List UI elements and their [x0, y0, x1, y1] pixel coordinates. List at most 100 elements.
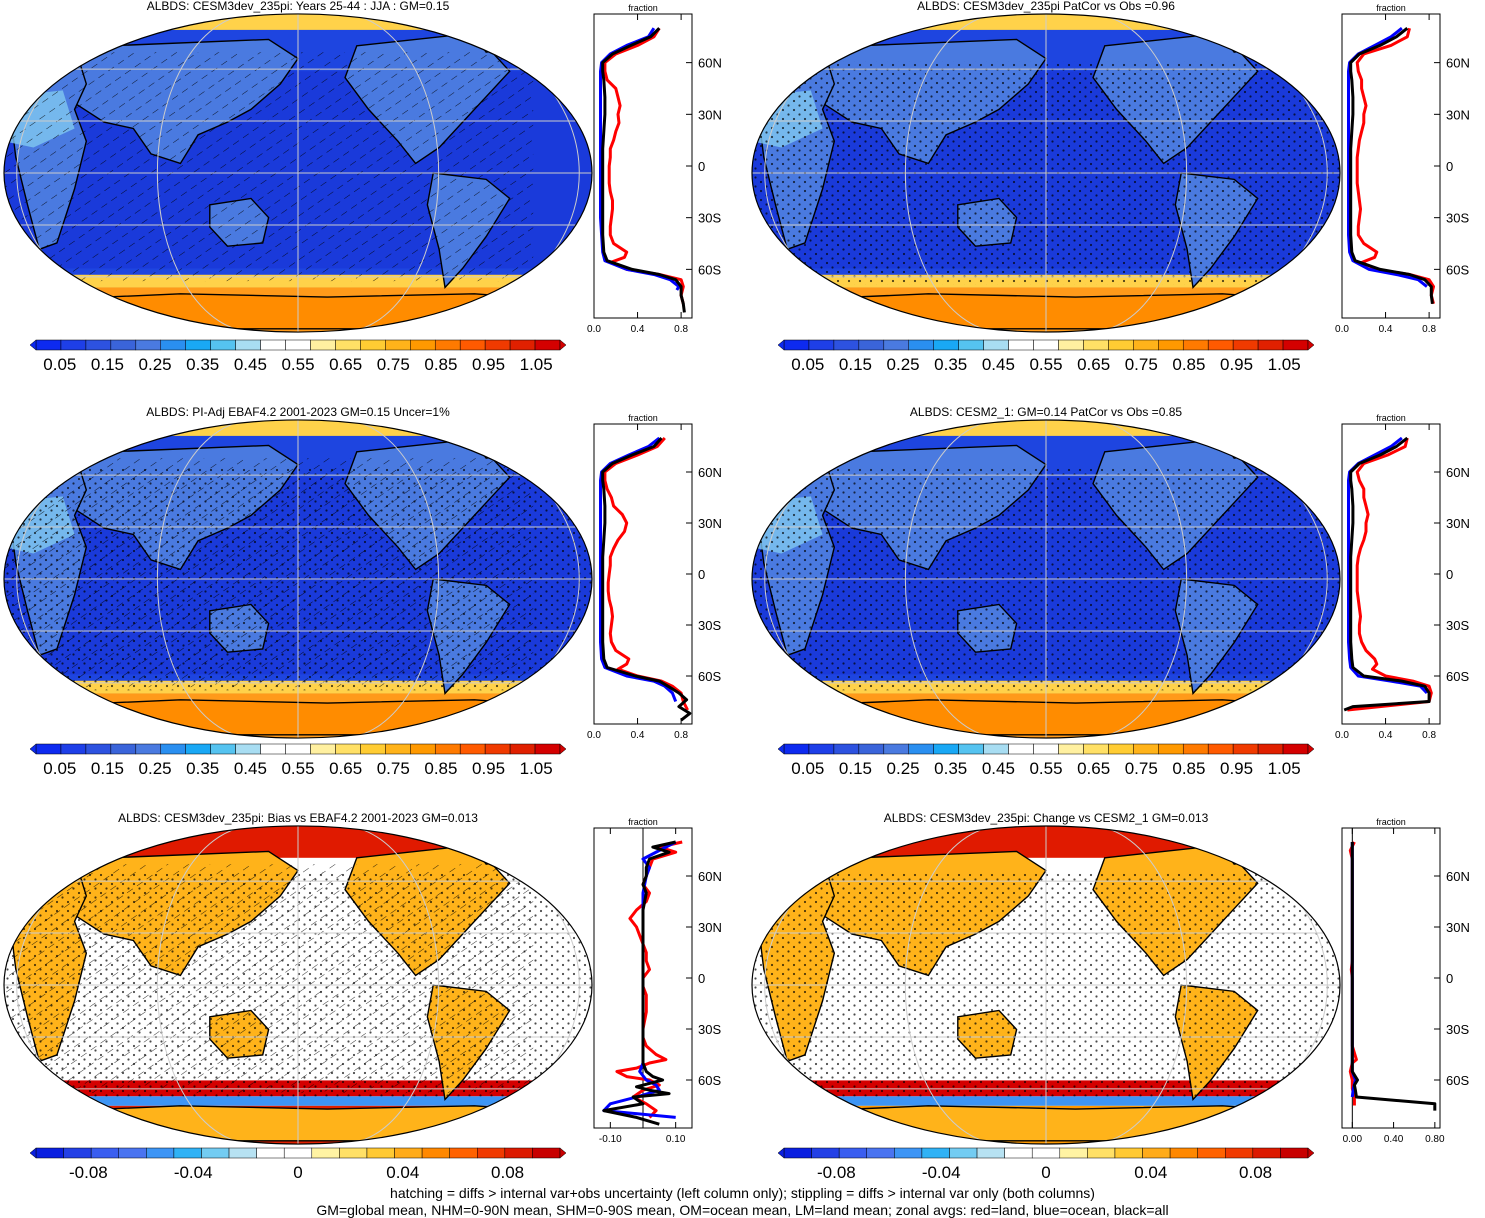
colorbar-box — [434, 339, 461, 351]
zonal-series-all — [602, 840, 677, 1126]
colorbar-box — [958, 339, 984, 351]
colorbar-high-arrow — [559, 1147, 567, 1159]
zonal-mean-plot: fraction 0.0 0.4 0.8 60N 30N 0 30S 60S — [587, 3, 722, 335]
colorbar-box — [1142, 1147, 1171, 1159]
colorbar-box — [1108, 339, 1134, 351]
colorbar-high-arrow — [1307, 743, 1315, 755]
colorbar-box — [260, 743, 286, 755]
colorbar-label: 0.95 — [472, 355, 505, 374]
colorbar-label: -0.08 — [817, 1163, 856, 1182]
colorbar: 0.05 0.15 0.25 0.35 0.45 0.55 0.65 0.75 0.85 0.95… — [777, 339, 1315, 374]
zonal-x-tick-label: 0.4 — [1379, 324, 1393, 335]
colorbar-box — [160, 339, 186, 351]
colorbar-box — [360, 339, 386, 351]
colorbar-box — [360, 743, 386, 755]
colorbar: -0.08 -0.04 0 0.04 0.08 — [29, 1147, 567, 1182]
colorbar-label: 0.15 — [91, 355, 124, 374]
zonal-x-tick-label: 0.40 — [1384, 1134, 1404, 1145]
zonal-x-tick-label: 0.00 — [1343, 1134, 1363, 1145]
zonal-x-tick-label: 0.0 — [587, 730, 601, 741]
colorbar-box — [477, 1147, 506, 1159]
colorbar-label: 1.05 — [1268, 759, 1301, 778]
colorbar-box — [933, 339, 959, 351]
colorbar: 0.05 0.15 0.25 0.35 0.45 0.55 0.65 0.75 0.85 0.95… — [29, 339, 567, 374]
colorbar-label: 0.15 — [839, 759, 872, 778]
colorbar-box — [35, 1147, 64, 1159]
panel-5: ALBDS: CESM3dev_235pi: Bias vs EBAF4.2 2… — [3, 811, 722, 1182]
colorbar-box — [421, 1147, 450, 1159]
zonal-lat-label: 30N — [1446, 920, 1470, 935]
colorbar-label: 0.25 — [887, 759, 920, 778]
zonal-lat-label: 60S — [1446, 1073, 1469, 1088]
zonal-frame — [1341, 827, 1441, 1129]
footer-line-1: hatching = diffs > internal var+obs unce… — [390, 1185, 1095, 1201]
zonal-mean-plot: fraction 0.0 0.4 0.8 60N 30N 0 30S 60S — [1335, 413, 1470, 741]
zonal-lat-label: 0 — [1446, 971, 1453, 986]
colorbar-box — [60, 339, 87, 351]
colorbar-label: 0.75 — [377, 759, 410, 778]
colorbar-low-arrow — [777, 1147, 785, 1159]
colorbar-box — [883, 339, 910, 351]
colorbar-box — [185, 339, 211, 351]
colorbar-label: 0.65 — [329, 759, 362, 778]
zonal-lat-label: 60N — [698, 465, 722, 480]
colorbar-label: 0.08 — [491, 1163, 524, 1182]
colorbar: -0.08 -0.04 0 0.04 0.08 — [777, 1147, 1315, 1182]
colorbar-label: 0 — [1041, 1163, 1050, 1182]
colorbar-box — [235, 339, 261, 351]
zonal-series-land — [1347, 437, 1433, 712]
colorbar-box — [339, 1147, 368, 1159]
colorbar-box — [285, 339, 311, 351]
colorbar-label: 0.85 — [424, 759, 457, 778]
colorbar-box — [808, 743, 835, 755]
colorbar-box — [310, 339, 336, 351]
map-field — [752, 14, 1340, 332]
zonal-x-tick-label: 0.4 — [631, 324, 645, 335]
colorbar-label: -0.04 — [174, 1163, 213, 1182]
colorbar-box — [311, 1147, 340, 1159]
colorbar-label: 0.75 — [377, 355, 410, 374]
map-border — [3, 825, 593, 1145]
colorbar-label: 0.85 — [424, 355, 457, 374]
colorbar-box — [894, 1147, 923, 1159]
colorbar-label: 0.55 — [281, 355, 314, 374]
colorbar: 0.05 0.15 0.25 0.35 0.45 0.55 0.65 0.75 0.85 0.95… — [777, 743, 1315, 778]
zonal-lat-label: 0 — [698, 567, 705, 582]
colorbar-label: 0.15 — [91, 759, 124, 778]
panel-title: ALBDS: PI-Adj EBAF4.2 2001-2023 GM=0.15 … — [146, 405, 450, 419]
colorbar-box — [385, 339, 411, 351]
zonal-lat-label: 60N — [698, 56, 722, 71]
zonal-x-tick-label: 0.4 — [1379, 730, 1393, 741]
zonal-axis-label: fraction — [1376, 413, 1406, 423]
map-border — [751, 13, 1341, 333]
colorbar-box — [118, 1147, 147, 1159]
colorbar-box — [1207, 339, 1234, 351]
zonal-axis-label: fraction — [628, 817, 658, 827]
colorbar-label: 0.15 — [839, 355, 872, 374]
colorbar-box — [1257, 339, 1284, 351]
colorbar-label: 0.55 — [281, 759, 314, 778]
colorbar-label: -0.04 — [922, 1163, 961, 1182]
map-field — [4, 825, 592, 1145]
colorbar-box — [146, 1147, 175, 1159]
colorbar-label: 1.05 — [520, 355, 553, 374]
zonal-series-all — [1349, 27, 1434, 304]
colorbar-box — [883, 743, 910, 755]
colorbar-box — [1197, 1147, 1226, 1159]
colorbar-box — [60, 743, 87, 755]
colorbar-box — [1207, 743, 1234, 755]
colorbar-label: 0.85 — [1172, 759, 1205, 778]
colorbar-box — [1280, 1147, 1309, 1159]
colorbar-box — [509, 339, 536, 351]
colorbar-box — [1282, 339, 1309, 351]
colorbar-label: 0.08 — [1239, 1163, 1272, 1182]
map-border — [751, 825, 1341, 1145]
colorbar-label: 0.05 — [791, 355, 824, 374]
colorbar-low-arrow — [777, 743, 785, 755]
zonal-lat-label: 30S — [1446, 1022, 1469, 1037]
zonal-x-tick-label: 0.0 — [1335, 730, 1349, 741]
colorbar-box — [1133, 339, 1159, 351]
panel-title: ALBDS: CESM3dev_235pi: Change vs CESM2_1… — [884, 811, 1209, 825]
colorbar-box — [210, 339, 236, 351]
panel-title: ALBDS: CESM2_1: GM=0.14 PatCor vs Obs =0… — [910, 405, 1182, 419]
